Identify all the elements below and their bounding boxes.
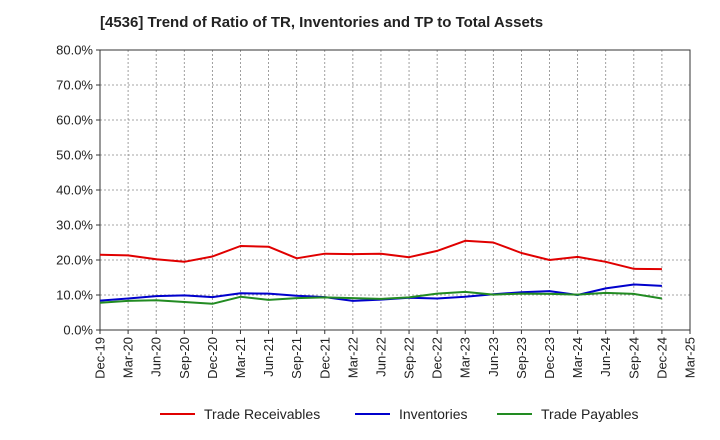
- x-tick-label: Mar-24: [570, 337, 585, 378]
- y-tick-label: 80.0%: [56, 43, 93, 58]
- plot-area: [100, 50, 690, 330]
- y-axis: 0.0% 10.0% 20.0% 30.0% 40.0% 50.0% 60.0% 70.0% 8…: [56, 43, 100, 338]
- x-tick-label: Dec-22: [430, 337, 445, 379]
- x-tick-label: Sep-23: [514, 337, 529, 379]
- x-tick-label: Jun-22: [373, 337, 388, 377]
- x-tick-label: Mar-21: [233, 337, 248, 378]
- x-tick-label: Jun-24: [598, 337, 613, 377]
- series-line-trade-receivables: [99, 239, 662, 271]
- chart-title: [4536] Trend of Ratio of TR, Inventories…: [100, 14, 544, 31]
- x-tick-label: Sep-20: [177, 337, 192, 379]
- x-tick-label: Mar-20: [121, 337, 136, 378]
- x-tick-label: Sep-24: [626, 337, 641, 379]
- x-tick-label: Jun-23: [486, 337, 501, 377]
- x-tick-label: Dec-20: [205, 337, 220, 379]
- y-tick-label: 0.0%: [63, 323, 93, 338]
- legend-label-trade-payables: Trade Payables: [541, 406, 639, 422]
- x-tick-label: Mar-25: [683, 337, 698, 378]
- y-tick-label: 60.0%: [56, 113, 93, 128]
- series-lines: [99, 239, 663, 305]
- legend: Trade Receivables Inventories Trade Payabl…: [160, 406, 639, 422]
- x-tick-label: Jun-21: [261, 337, 276, 377]
- x-tick-label: Sep-22: [402, 337, 417, 379]
- x-tick-label: Dec-19: [93, 337, 108, 379]
- x-tick-label: Sep-21: [289, 337, 304, 379]
- y-tick-label: 30.0%: [56, 218, 93, 233]
- y-tick-label: 50.0%: [56, 148, 93, 163]
- x-axis: Dec-19 Mar-20 Jun-20 Sep-20 Dec-20 Mar-21 Jun-…: [93, 330, 698, 379]
- y-tick-label: 20.0%: [56, 253, 93, 268]
- legend-label-inventories: Inventories: [399, 406, 467, 422]
- x-tick-label: Dec-21: [317, 337, 332, 379]
- x-tick-label: Dec-24: [654, 337, 669, 379]
- y-tick-label: 70.0%: [56, 78, 93, 93]
- legend-label-trade-receivables: Trade Receivables: [204, 406, 320, 422]
- x-tick-label: Jun-20: [149, 337, 164, 377]
- y-tick-label: 10.0%: [56, 288, 93, 303]
- series-line-trade-payables: [99, 290, 663, 305]
- x-tick-label: Mar-22: [345, 337, 360, 378]
- x-tick-label: Mar-23: [458, 337, 473, 378]
- x-tick-label: Dec-23: [542, 337, 557, 379]
- y-tick-label: 40.0%: [56, 183, 93, 198]
